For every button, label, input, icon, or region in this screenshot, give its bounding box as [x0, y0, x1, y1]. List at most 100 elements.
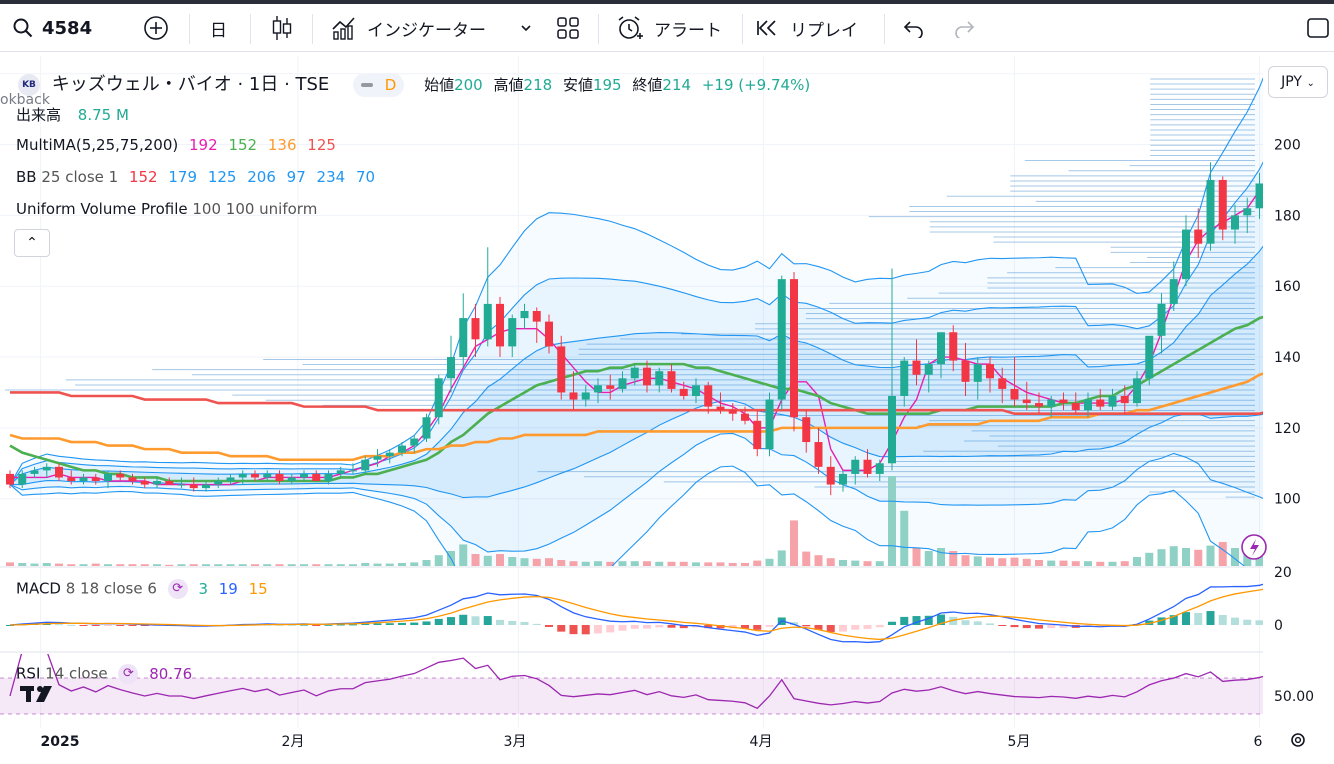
- macd-histogram-bar: [104, 625, 112, 626]
- price-axis[interactable]: 10012014016018020022002050.00: [1274, 67, 1314, 705]
- macd-histogram-bar: [545, 625, 553, 627]
- currency-selector[interactable]: JPY ⌄: [1268, 66, 1328, 98]
- rsi-pane: [0, 654, 1263, 715]
- candle-body: [679, 388, 688, 396]
- volume-bar: [1206, 545, 1215, 566]
- candle-body: [238, 473, 247, 478]
- volume-bar: [1035, 560, 1043, 566]
- indicators-dropdown[interactable]: [519, 4, 533, 52]
- macd-histogram-bar: [79, 625, 88, 626]
- volume-bar: [300, 564, 308, 566]
- candle-body: [128, 477, 137, 481]
- symbol-legend[interactable]: KB キッズウェル・バイオ · 1日 · TSE D 始値200 高値218 安…: [18, 70, 810, 97]
- candle-body: [434, 378, 443, 418]
- candle-body: [30, 470, 39, 474]
- chart-type-button[interactable]: [270, 4, 294, 52]
- volume-bar: [863, 561, 872, 566]
- ma200-line: [10, 391, 1263, 416]
- alarm-clock-icon: [618, 16, 643, 39]
- bb-value: 152: [128, 168, 158, 186]
- macd-histogram-bar: [312, 625, 321, 626]
- macd-histogram-bar: [594, 625, 602, 634]
- volume-legend[interactable]: 出来高 8.75 M: [16, 104, 129, 125]
- volume-bar: [1047, 560, 1056, 566]
- volume-bar: [1218, 542, 1227, 566]
- volume-bar: [790, 520, 798, 566]
- interval-button[interactable]: 日: [210, 4, 227, 52]
- bollinger-line: [9, 161, 1263, 485]
- volume-bar: [1133, 557, 1141, 566]
- refresh-icon[interactable]: ⟳: [118, 664, 139, 684]
- volume-bar: [655, 561, 664, 566]
- volume-bar: [422, 560, 431, 566]
- macd-histogram-bar: [1022, 625, 1031, 629]
- uvp-legend[interactable]: Uniform Volume Profile 100 100 uniform: [16, 200, 317, 218]
- volume-bar: [79, 564, 88, 566]
- candle-body: [300, 473, 308, 478]
- macd-histogram-bar: [116, 625, 125, 626]
- toolbar-divider: [884, 14, 885, 44]
- candle-body: [55, 466, 63, 478]
- macd-histogram-bar: [900, 616, 909, 625]
- volume-bar: [165, 564, 174, 566]
- lightning-icon[interactable]: [1241, 534, 1267, 560]
- indicators-icon: [332, 17, 355, 40]
- macd-histogram-bar: [912, 616, 921, 625]
- volume-bar: [1182, 548, 1190, 566]
- compare-button[interactable]: [143, 4, 169, 52]
- ohlc-values: 始値200 高値218 安値195 終値214 +19 (+9.74%): [424, 76, 811, 94]
- rsi-params: 14 close: [45, 664, 108, 683]
- ma5-value: 192: [189, 136, 218, 154]
- plus-circle-icon: [144, 16, 168, 40]
- candle-body: [532, 311, 541, 322]
- settings-gear-icon[interactable]: [1291, 733, 1305, 747]
- macd-histogram-bar: [937, 614, 945, 625]
- volume-bar: [875, 561, 884, 566]
- indicators-button[interactable]: インジケーター: [331, 4, 486, 52]
- macd-histogram-bar: [422, 621, 431, 625]
- minus-icon: [361, 83, 374, 87]
- volume-bar: [667, 561, 676, 566]
- templates-button[interactable]: [556, 4, 580, 52]
- candle-body: [361, 459, 370, 471]
- price-chart[interactable]: 10012014016018020022002050.00 20252月3月4月…: [0, 52, 1334, 764]
- search-icon: [13, 18, 33, 38]
- candle-body: [496, 303, 504, 347]
- volume-bar: [410, 562, 419, 566]
- alert-button[interactable]: アラート: [616, 4, 722, 52]
- macd-histogram-bar: [949, 616, 958, 625]
- rsi-legend[interactable]: RSI 14 close ⟳ 80.76: [16, 664, 192, 684]
- volume-bar: [104, 564, 112, 566]
- candle-body: [324, 473, 333, 481]
- volume-bar: [765, 558, 774, 566]
- price-tick-label: 180: [1274, 208, 1301, 224]
- replay-button[interactable]: リプレイ: [756, 4, 858, 52]
- multima-legend[interactable]: MultiMA(5,25,75,200) 192 152 136 125: [16, 136, 336, 154]
- candle-body: [1255, 183, 1263, 209]
- macd-histogram-bar: [557, 625, 566, 632]
- layout-button[interactable]: [1306, 4, 1330, 52]
- bb-value: 70: [355, 168, 376, 186]
- interval-label: 日: [210, 20, 227, 41]
- candle-body: [1243, 208, 1252, 216]
- macd-histogram-bar: [704, 625, 713, 629]
- time-axis[interactable]: 2025 2月 3月 4月 5月 6: [41, 734, 1263, 750]
- redo-button[interactable]: [952, 4, 976, 52]
- ma25-value: 152: [228, 136, 258, 154]
- volume-bar: [214, 564, 223, 566]
- symbol-search-button[interactable]: 4584: [12, 4, 92, 52]
- volume-bar: [741, 563, 749, 566]
- bb-legend[interactable]: BB 25 close 1 152 179 125 206 97 234 70: [16, 168, 375, 186]
- candle-body: [91, 477, 100, 481]
- data-status-badge[interactable]: D: [353, 73, 405, 97]
- candle-body: [569, 392, 578, 400]
- uvp-label: Uniform Volume Profile: [16, 200, 188, 218]
- undo-button[interactable]: [902, 4, 926, 52]
- collapse-legend-button[interactable]: ⌃: [14, 229, 50, 257]
- candle-body: [839, 473, 847, 485]
- macd-legend[interactable]: MACD 8 18 close 6 ⟳ 3 19 15: [16, 579, 268, 599]
- refresh-icon[interactable]: ⟳: [167, 579, 188, 599]
- time-tick-label: 5月: [1008, 734, 1031, 750]
- volume-bar: [1084, 561, 1092, 566]
- volume-bar: [826, 558, 835, 566]
